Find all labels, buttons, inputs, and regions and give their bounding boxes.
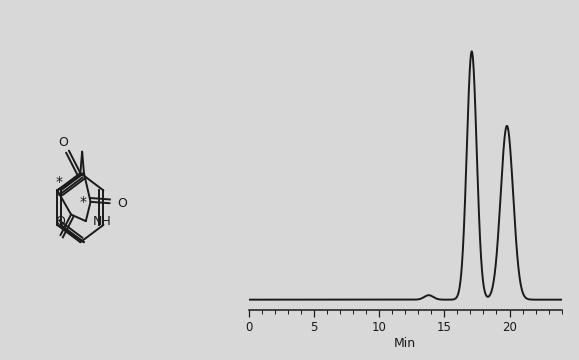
Text: O: O bbox=[56, 215, 65, 228]
Text: O: O bbox=[117, 197, 127, 210]
Text: *: * bbox=[55, 175, 62, 189]
X-axis label: Min: Min bbox=[394, 337, 416, 350]
Text: *: * bbox=[79, 195, 86, 210]
Text: O: O bbox=[58, 136, 68, 149]
Text: NH: NH bbox=[93, 215, 111, 228]
